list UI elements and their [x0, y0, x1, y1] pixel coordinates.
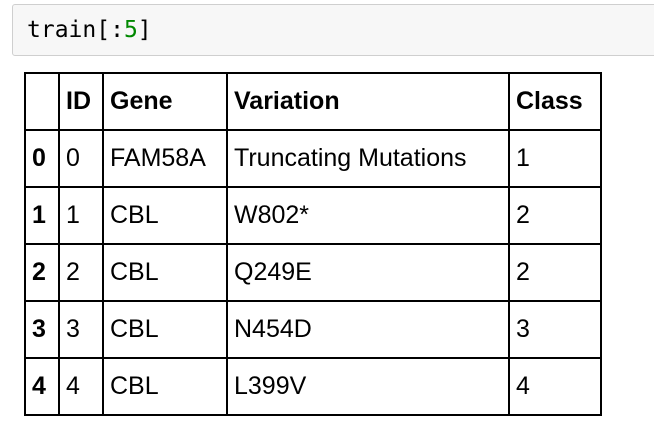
header-index — [24, 72, 60, 131]
row-index: 0 — [24, 129, 60, 188]
table-row: 1 1 CBL W802* 2 — [24, 186, 602, 245]
code-line: train[:5] — [27, 16, 152, 44]
cell-gene: FAM58A — [102, 129, 228, 188]
table-row: 3 3 CBL N454D 3 — [24, 300, 602, 359]
cell-class: 4 — [508, 357, 602, 416]
code-prefix: train[: — [27, 17, 124, 43]
cell-class: 2 — [508, 243, 602, 302]
table-row: 4 4 CBL L399V 4 — [24, 357, 602, 416]
row-index: 3 — [24, 300, 60, 359]
table-row: 2 2 CBL Q249E 2 — [24, 243, 602, 302]
cell-variation: N454D — [226, 300, 510, 359]
dataframe-table: ID Gene Variation Class 0 0 FAM58A Trunc… — [24, 72, 602, 416]
cell-id: 1 — [58, 186, 104, 245]
cell-variation: W802* — [226, 186, 510, 245]
cell-gene: CBL — [102, 300, 228, 359]
cell-variation: Truncating Mutations — [226, 129, 510, 188]
cell-id: 4 — [58, 357, 104, 416]
cell-id: 3 — [58, 300, 104, 359]
header-variation: Variation — [226, 72, 510, 131]
header-row: ID Gene Variation Class — [24, 72, 602, 131]
code-suffix: ] — [137, 17, 152, 43]
cell-id: 0 — [58, 129, 104, 188]
cell-class: 1 — [508, 129, 602, 188]
table-row: 0 0 FAM58A Truncating Mutations 1 — [24, 129, 602, 188]
row-index: 2 — [24, 243, 60, 302]
row-index: 4 — [24, 357, 60, 416]
code-cell-input[interactable]: train[:5] — [12, 4, 654, 56]
header-gene: Gene — [102, 72, 228, 131]
cell-output: ID Gene Variation Class 0 0 FAM58A Trunc… — [24, 72, 602, 416]
code-number: 5 — [123, 17, 138, 43]
row-index: 1 — [24, 186, 60, 245]
cell-gene: CBL — [102, 357, 228, 416]
cell-variation: L399V — [226, 357, 510, 416]
header-id: ID — [58, 72, 104, 131]
cell-id: 2 — [58, 243, 104, 302]
cell-class: 2 — [508, 186, 602, 245]
cell-gene: CBL — [102, 186, 228, 245]
cell-variation: Q249E — [226, 243, 510, 302]
header-class: Class — [508, 72, 602, 131]
cell-class: 3 — [508, 300, 602, 359]
cell-gene: CBL — [102, 243, 228, 302]
